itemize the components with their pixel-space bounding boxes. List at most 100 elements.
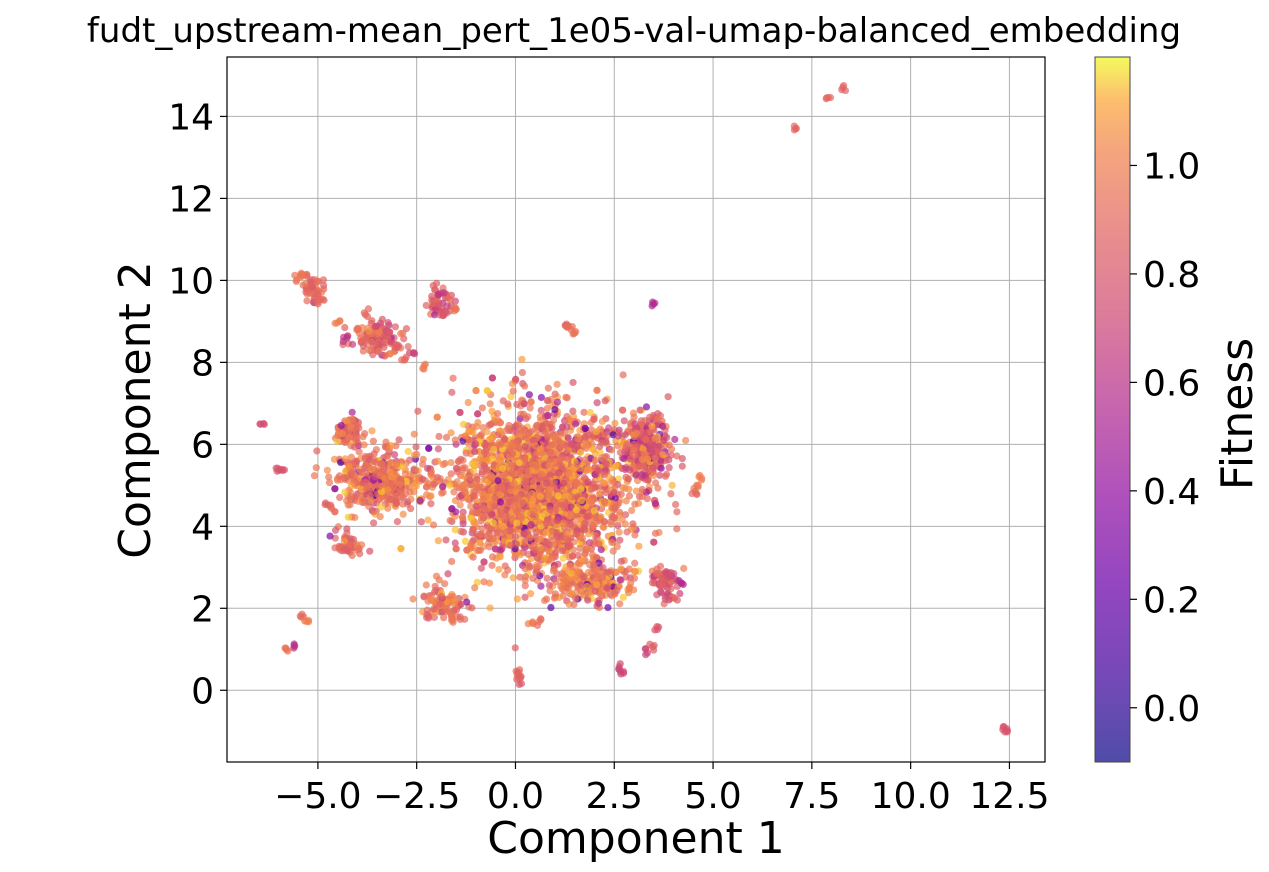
scatter-point xyxy=(513,595,521,603)
scatter-point xyxy=(348,340,357,348)
scatter-point xyxy=(486,435,494,443)
scatter-point xyxy=(651,454,659,462)
scatter-point xyxy=(345,433,353,441)
scatter-point xyxy=(434,291,443,299)
scatter-point xyxy=(486,604,494,612)
scatter-point xyxy=(335,472,344,480)
scatter-point xyxy=(314,300,322,308)
scatter-point xyxy=(632,487,640,495)
scatter-point xyxy=(401,470,409,478)
scatter-point xyxy=(488,561,496,570)
scatter-point xyxy=(355,448,363,456)
scatter-point xyxy=(496,419,504,427)
scatter-point xyxy=(336,317,344,325)
scatter-point xyxy=(488,374,497,382)
scatter-point xyxy=(397,329,405,338)
scatter-point xyxy=(535,617,543,626)
colorbar-tick-label: 0.4 xyxy=(1143,472,1200,513)
x-tick-label: 10.0 xyxy=(871,776,951,817)
scatter-point xyxy=(558,585,566,593)
scatter-point xyxy=(531,546,540,554)
scatter-point xyxy=(551,434,559,443)
scatter-point xyxy=(530,506,538,515)
scatter-point xyxy=(624,475,632,483)
scatter-point xyxy=(507,392,515,401)
scatter-point xyxy=(617,565,625,573)
scatter-point xyxy=(497,440,505,448)
scatter-point xyxy=(369,351,377,359)
scatter-point xyxy=(401,490,410,498)
scatter-point xyxy=(693,490,701,499)
scatter-point xyxy=(395,436,403,444)
scatter-point xyxy=(420,593,428,601)
scatter-point xyxy=(649,464,657,472)
scatter-point xyxy=(604,568,612,576)
scatter-point xyxy=(370,519,378,527)
scatter-point xyxy=(668,481,676,489)
scatter-point xyxy=(648,302,656,310)
scatter-point xyxy=(654,484,662,492)
scatter-point xyxy=(529,574,537,582)
scatter-point xyxy=(471,440,480,448)
scatter-point xyxy=(382,438,390,446)
scatter-point xyxy=(341,488,349,496)
scatter-point xyxy=(347,482,355,490)
scatter-point xyxy=(667,584,675,593)
scatter-point xyxy=(638,485,646,494)
scatter-point xyxy=(565,416,573,424)
scatter-point xyxy=(347,422,355,430)
scatter-point xyxy=(480,462,488,470)
scatter-point xyxy=(651,529,660,537)
scatter-point xyxy=(553,380,561,388)
scatter-point xyxy=(422,581,430,589)
y-tick-label: 14 xyxy=(168,97,214,138)
scatter-point xyxy=(614,432,622,440)
scatter-point xyxy=(390,451,399,459)
scatter-point xyxy=(838,86,846,94)
scatter-point xyxy=(558,547,566,555)
y-tick-label: 0 xyxy=(191,671,214,712)
scatter-point xyxy=(563,394,571,402)
scatter-point xyxy=(376,472,384,480)
scatter-point xyxy=(598,573,606,582)
scatter-point xyxy=(451,305,459,313)
scatter-point xyxy=(587,485,596,494)
scatter-point xyxy=(493,529,501,537)
scatter-point xyxy=(640,449,648,457)
scatter-point xyxy=(370,508,378,516)
scatter-point xyxy=(347,453,355,461)
scatter-point xyxy=(472,386,480,395)
scatter-point xyxy=(625,583,634,592)
scatter-point xyxy=(333,437,341,445)
scatter-point xyxy=(593,581,601,589)
scatter-point xyxy=(461,432,470,440)
scatter-point xyxy=(301,617,309,625)
scatter-point xyxy=(386,468,394,476)
scatter-point xyxy=(620,417,628,425)
scatter-point xyxy=(410,482,418,490)
scatter-point xyxy=(570,600,578,609)
scatter-point xyxy=(553,516,562,525)
scatter-point xyxy=(636,406,644,414)
scatter-point xyxy=(618,516,626,524)
scatter-point xyxy=(657,581,665,590)
scatter-point xyxy=(554,560,562,568)
scatter-point xyxy=(490,445,498,454)
scatter-point xyxy=(577,497,586,505)
scatter-point xyxy=(643,455,652,463)
scatter-point xyxy=(658,422,667,430)
scatter-point xyxy=(631,420,639,428)
scatter-point xyxy=(355,424,363,432)
scatter-point xyxy=(335,542,343,550)
scatter-point xyxy=(481,441,489,449)
scatter-point xyxy=(518,368,526,377)
scatter-point xyxy=(648,422,656,430)
scatter-point xyxy=(453,465,461,473)
scatter-point xyxy=(585,512,593,520)
scatter-point xyxy=(516,573,524,581)
scatter-point xyxy=(538,449,546,457)
scatter-point xyxy=(479,423,487,432)
scatter-point xyxy=(313,447,321,455)
scatter-point xyxy=(1003,728,1011,736)
